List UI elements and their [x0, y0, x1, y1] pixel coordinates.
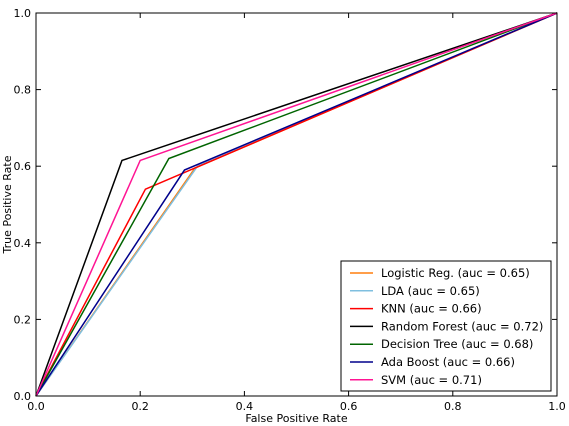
series-line-3: [35, 12, 558, 397]
plot-frame: [35, 12, 558, 397]
legend-label-3: Random Forest (auc = 0.72): [381, 319, 543, 333]
x-tick-label: 1.0: [548, 400, 566, 413]
y-tick-label: 0.0: [14, 390, 32, 403]
y-axis-label: True Positive Rate: [1, 155, 14, 254]
legend-box: [340, 260, 552, 392]
x-axis-label: False Positive Rate: [245, 412, 347, 425]
series-line-4: [35, 12, 558, 397]
series-layer: [35, 12, 558, 397]
legend-label-4: Decision Tree (auc = 0.68): [381, 337, 533, 351]
legend-label-1: LDA (auc = 0.65): [381, 284, 480, 298]
series-line-5: [35, 12, 558, 397]
x-tick-label: 0.2: [131, 400, 149, 413]
y-tick-label: 0.4: [14, 237, 32, 250]
y-tick-label: 0.6: [14, 160, 32, 173]
x-tick-label: 0.6: [340, 400, 358, 413]
y-tick-label: 0.8: [14, 84, 32, 97]
axis-ticks: 0.0 0.2 0.4 0.6 0.8 1.0 0.0 0.2 0.4 0.6 0.8 1.0: [14, 7, 566, 413]
legend-label-2: KNN (auc = 0.66): [381, 302, 482, 316]
x-tick-label: 0.0: [27, 400, 45, 413]
legend-label-6: SVM (auc = 0.71): [381, 373, 482, 387]
legend: Logistic Reg. (auc = 0.65) LDA (auc = 0.6…: [340, 260, 552, 392]
series-line-6: [35, 12, 558, 397]
legend-label-0: Logistic Reg. (auc = 0.65): [381, 266, 530, 280]
y-tick-label: 1.0: [14, 7, 32, 20]
series-line-2: [35, 12, 558, 397]
y-tick-label: 0.2: [14, 313, 32, 326]
legend-label-5: Ada Boost (auc = 0.66): [381, 355, 515, 369]
x-tick-label: 0.4: [236, 400, 254, 413]
x-tick-label: 0.8: [444, 400, 462, 413]
